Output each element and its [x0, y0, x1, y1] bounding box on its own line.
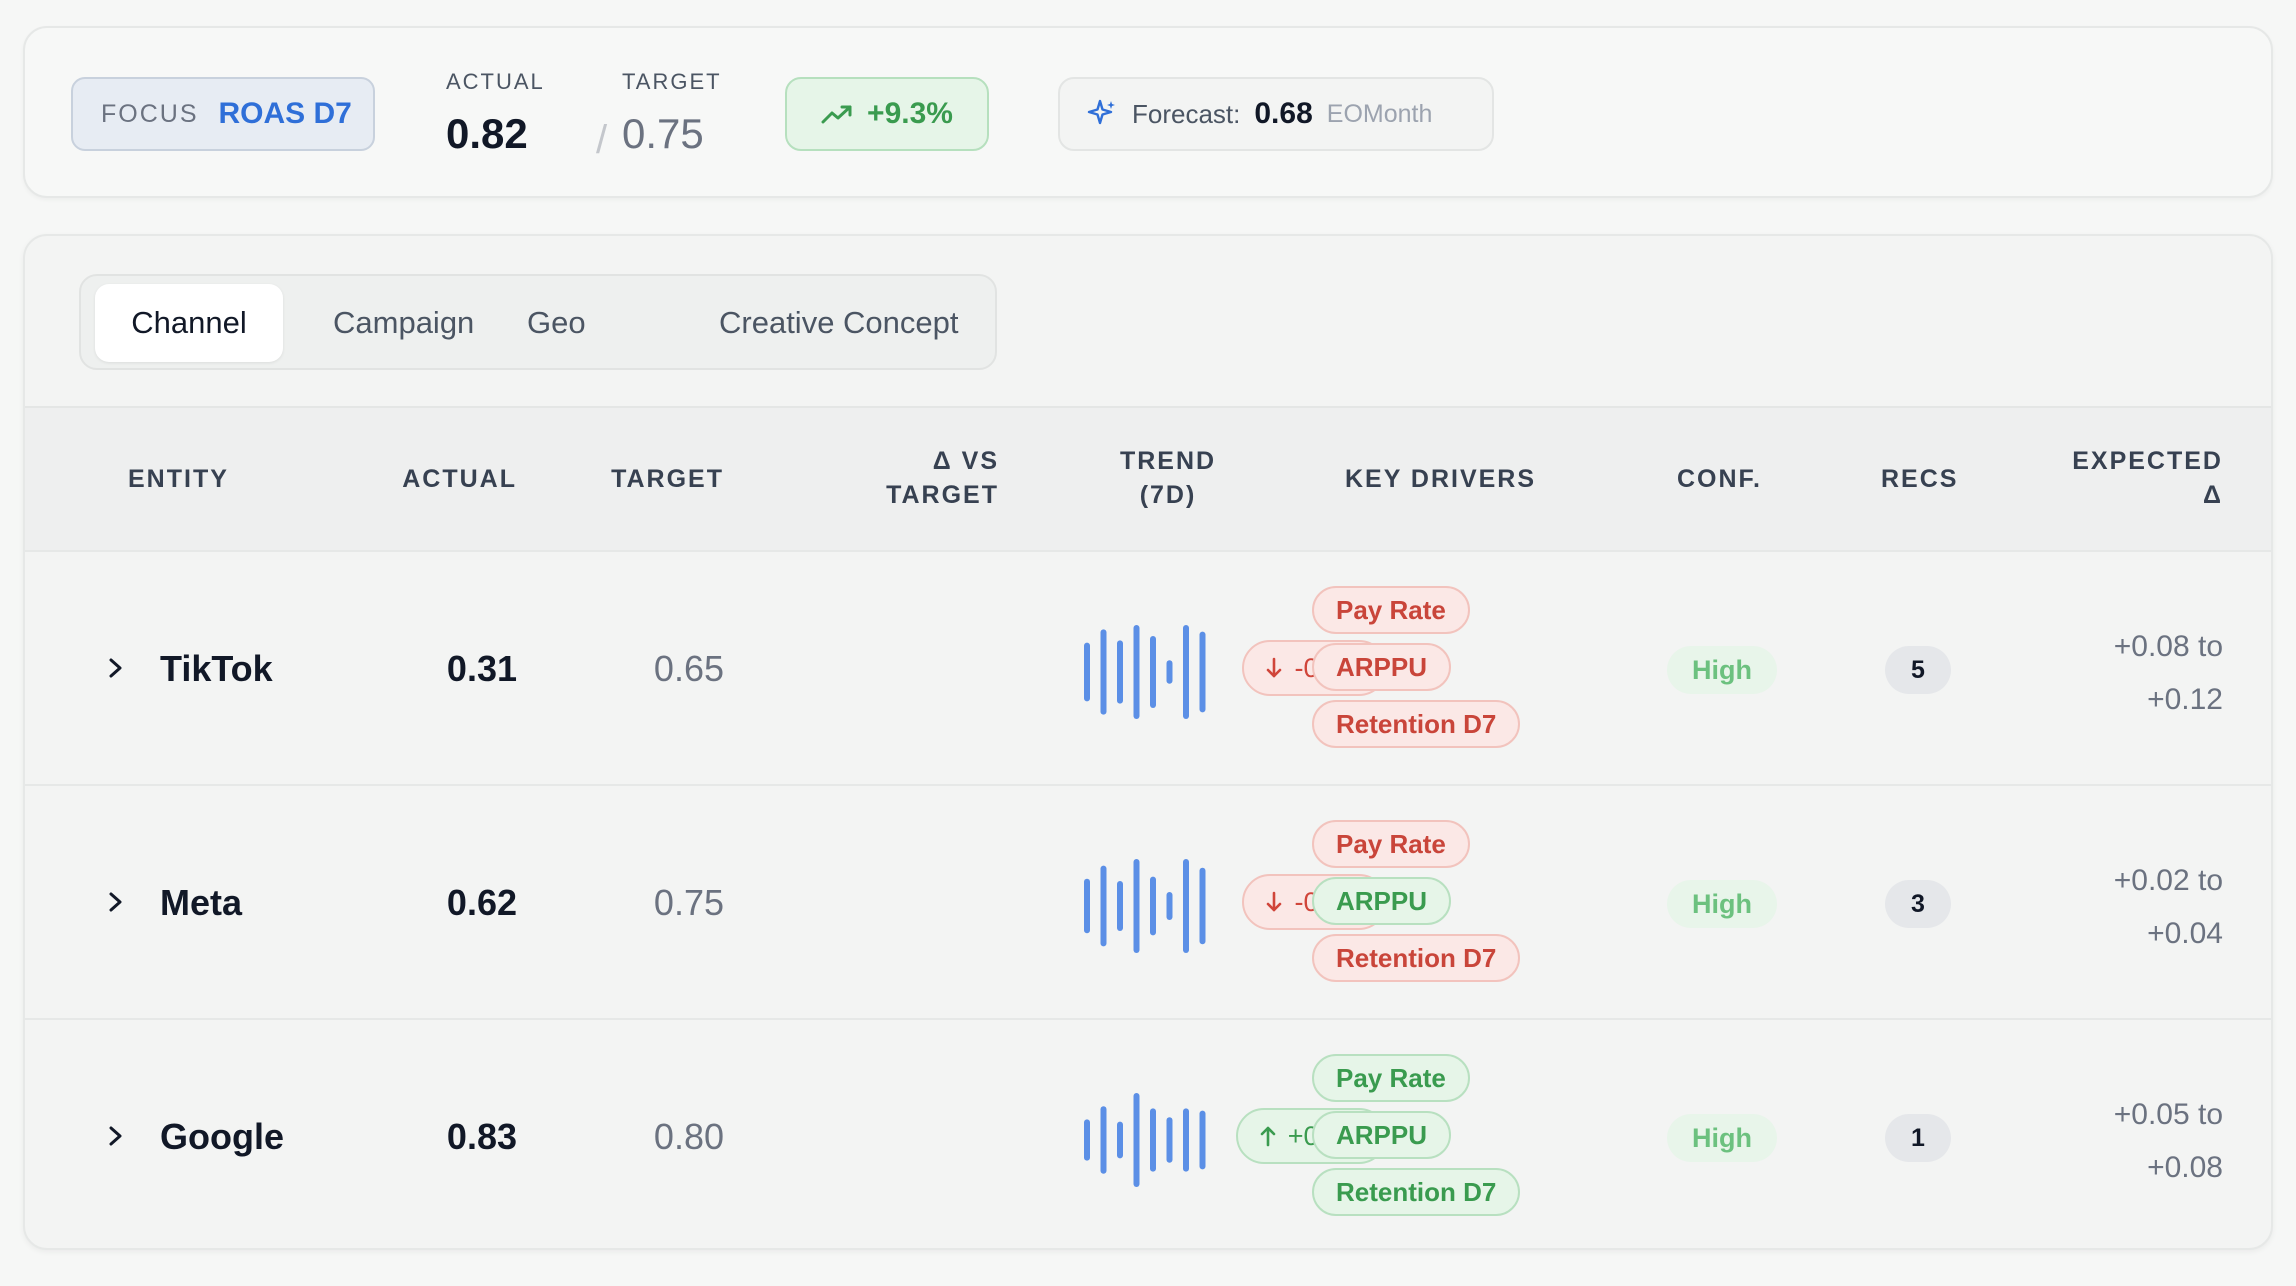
breakdown-card: Channel Campaign Geo Creative Concept EN…	[23, 234, 2273, 1250]
dimension-tabs: Channel Campaign Geo Creative Concept	[79, 274, 997, 370]
driver-chip[interactable]: ARPPU	[1312, 1111, 1452, 1159]
col-delta-line2: TARGET	[886, 481, 999, 509]
forecast-unit: EOMonth	[1326, 99, 1433, 128]
col-trend-line2: (7D)	[1139, 481, 1197, 509]
recs-count-badge[interactable]: 5	[1885, 646, 1951, 694]
confidence-badge: High	[1667, 1114, 1777, 1162]
driver-chip[interactable]: Retention D7	[1312, 934, 1521, 982]
entity-name: Meta	[160, 882, 243, 923]
target-value: 0.80	[653, 1116, 724, 1157]
kpi-header-card: FOCUS ROAS D7 ACTUAL 0.82 / TARGET 0.75 …	[23, 26, 2273, 198]
driver-chip[interactable]: Retention D7	[1312, 700, 1521, 748]
expected-delta-line2: +0.12	[2147, 683, 2223, 716]
target-value: 0.75	[622, 110, 704, 157]
expected-delta: +0.02 to +0.04	[2114, 854, 2223, 960]
target-label: TARGET	[622, 69, 722, 94]
trending-up-icon	[821, 105, 852, 124]
actual-label: ACTUAL	[446, 69, 545, 94]
col-trend-line1: TREND	[1119, 447, 1217, 475]
driver-chip[interactable]: ARPPU	[1312, 643, 1452, 691]
expected-delta-line2: +0.04	[2147, 917, 2223, 950]
forecast-value: 0.68	[1254, 97, 1313, 130]
col-conf[interactable]: CONF.	[1677, 465, 1762, 493]
driver-chip[interactable]: Pay Rate	[1312, 1054, 1470, 1102]
separator: /	[596, 118, 608, 162]
focus-metric-selector[interactable]: FOCUS ROAS D7	[71, 77, 375, 151]
expected-delta-line1: +0.05 to	[2113, 1098, 2223, 1131]
trend-sparkline	[1084, 1093, 1206, 1187]
col-delta-line1: Δ VS	[932, 447, 999, 475]
col-entity[interactable]: ENTITY	[128, 465, 229, 493]
trend-sparkline	[1084, 625, 1206, 719]
col-target[interactable]: TARGET	[611, 465, 724, 493]
expected-delta-line1: +0.08 to	[2113, 630, 2223, 663]
tab-channel[interactable]: Channel	[95, 284, 283, 362]
col-actual[interactable]: ACTUAL	[402, 465, 517, 493]
focus-label: FOCUS	[101, 99, 199, 128]
delta-value: +9.3%	[867, 97, 953, 130]
col-delta[interactable]: Δ VS TARGET	[886, 444, 999, 512]
forecast-label: Forecast:	[1132, 98, 1241, 129]
driver-chip[interactable]: Pay Rate	[1312, 820, 1470, 868]
arrow-down-icon	[1267, 657, 1282, 678]
table-row[interactable]: Google 0.83 0.80 +0.0% Pay RateARPPURete…	[25, 1018, 2271, 1248]
delta-badge: +9.3%	[785, 77, 989, 151]
actual-value: 0.82	[446, 110, 528, 157]
driver-chip[interactable]: Retention D7	[1312, 1168, 1521, 1216]
col-trend[interactable]: TREND (7D)	[1095, 444, 1241, 512]
table-header: ENTITY ACTUAL TARGET Δ VS TARGET TREND (…	[25, 406, 2271, 550]
col-recs[interactable]: RECS	[1881, 465, 1959, 493]
sparkle-icon	[1087, 99, 1115, 125]
table-row[interactable]: Meta 0.62 0.75 -0.1% Pay RateARPPURetent…	[25, 784, 2271, 1018]
confidence-badge: High	[1667, 880, 1777, 928]
entity-name: TikTok	[160, 648, 273, 689]
driver-chip[interactable]: ARPPU	[1312, 877, 1452, 925]
arrow-down-icon	[1267, 891, 1282, 912]
actual-value: 0.83	[446, 1116, 517, 1157]
chevron-right-icon[interactable]	[103, 882, 129, 922]
expected-delta: +0.08 to +0.12	[2114, 620, 2223, 726]
arrow-up-icon	[1260, 1126, 1275, 1147]
target-value: 0.75	[653, 882, 724, 923]
col-expected[interactable]: EXPECTED Δ	[2072, 444, 2223, 512]
chevron-right-icon[interactable]	[103, 648, 129, 688]
tab-geo[interactable]: Geo	[527, 305, 586, 340]
actual-value: 0.31	[446, 648, 517, 689]
confidence-badge: High	[1667, 646, 1777, 694]
actual-value: 0.62	[446, 882, 517, 923]
recs-count-badge[interactable]: 3	[1885, 880, 1951, 928]
focus-value: ROAS D7	[218, 97, 352, 130]
col-expected-line2: Δ	[2203, 481, 2223, 509]
entity-name: Google	[160, 1116, 284, 1157]
tab-campaign[interactable]: Campaign	[333, 305, 475, 340]
trend-sparkline	[1084, 859, 1206, 953]
target-value: 0.65	[653, 648, 724, 689]
col-expected-line1: EXPECTED	[2072, 447, 2223, 475]
expected-delta: +0.05 to +0.08	[2114, 1088, 2223, 1194]
forecast-pill[interactable]: Forecast: 0.68 EOMonth	[1058, 77, 1494, 151]
tab-creative-concept[interactable]: Creative Concept	[719, 305, 959, 340]
driver-chip[interactable]: Pay Rate	[1312, 586, 1470, 634]
recs-count-badge[interactable]: 1	[1885, 1114, 1951, 1162]
table-row[interactable]: TikTok 0.31 0.65 -0.3% Pay RateARPPURete…	[25, 550, 2271, 784]
chevron-right-icon[interactable]	[103, 1116, 129, 1156]
expected-delta-line1: +0.02 to	[2113, 864, 2223, 897]
expected-delta-line2: +0.08	[2147, 1151, 2223, 1184]
col-key-drivers[interactable]: KEY DRIVERS	[1345, 465, 1537, 493]
